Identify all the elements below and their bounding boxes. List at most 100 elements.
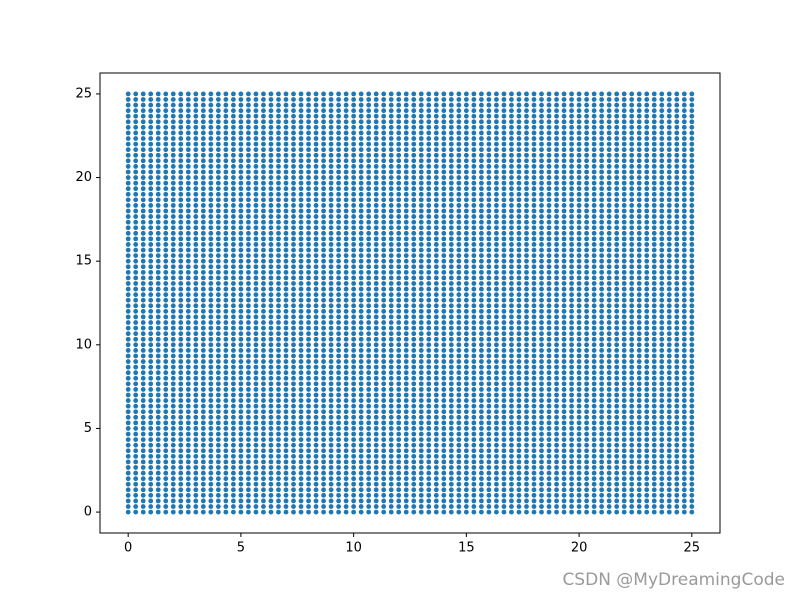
point — [215, 136, 221, 141]
point — [501, 509, 507, 515]
point — [546, 476, 552, 482]
point — [576, 303, 582, 309]
point — [448, 258, 454, 264]
point — [509, 203, 514, 208]
point — [561, 113, 567, 119]
point — [163, 113, 169, 119]
point — [539, 398, 544, 403]
point — [591, 247, 597, 253]
point — [351, 191, 357, 197]
point — [148, 498, 154, 504]
point — [125, 186, 131, 192]
point — [276, 219, 281, 225]
point — [599, 275, 605, 281]
point — [584, 442, 589, 448]
point — [178, 91, 184, 97]
point — [366, 504, 372, 509]
point — [546, 509, 552, 515]
point — [193, 152, 199, 158]
point — [388, 453, 394, 459]
point — [268, 102, 274, 108]
point — [381, 225, 387, 231]
point — [185, 375, 191, 381]
point — [178, 303, 184, 309]
point — [313, 409, 319, 415]
point — [606, 163, 612, 169]
point — [351, 208, 357, 214]
point — [358, 353, 364, 359]
point — [238, 453, 244, 459]
point — [328, 403, 334, 409]
point — [486, 113, 492, 119]
point — [155, 426, 161, 431]
point — [418, 336, 424, 342]
point — [321, 247, 326, 253]
point — [170, 158, 176, 164]
point — [321, 119, 326, 125]
point — [328, 292, 334, 298]
point — [193, 392, 199, 398]
point — [351, 504, 357, 509]
point — [163, 269, 169, 275]
point — [479, 320, 484, 325]
point — [546, 420, 552, 426]
point — [516, 208, 522, 214]
point — [133, 387, 139, 392]
point — [178, 442, 184, 448]
point — [539, 392, 544, 398]
point — [276, 492, 281, 498]
point — [140, 269, 146, 275]
point — [170, 303, 176, 309]
point — [418, 191, 424, 197]
point — [494, 387, 499, 392]
point — [479, 208, 484, 214]
point — [494, 459, 499, 465]
point — [253, 370, 259, 376]
point — [448, 219, 454, 225]
point — [261, 292, 266, 298]
point — [155, 420, 161, 426]
point — [148, 197, 154, 203]
point — [516, 108, 522, 114]
point — [584, 242, 589, 247]
point — [125, 130, 131, 136]
point — [381, 208, 387, 214]
point — [606, 320, 612, 325]
point — [163, 325, 169, 331]
point — [298, 108, 304, 114]
point — [223, 359, 229, 364]
point — [238, 113, 244, 119]
point — [133, 175, 139, 180]
point — [546, 236, 552, 242]
point — [140, 219, 146, 225]
point — [200, 286, 206, 292]
point — [546, 286, 552, 292]
point — [193, 281, 199, 286]
point — [546, 387, 552, 392]
point — [554, 242, 559, 247]
point — [321, 403, 326, 409]
point — [231, 136, 236, 141]
point — [509, 347, 514, 353]
point — [561, 487, 567, 493]
point — [291, 108, 296, 114]
point — [336, 219, 341, 225]
point — [208, 130, 214, 136]
point — [291, 219, 296, 225]
point — [486, 481, 492, 487]
point — [140, 258, 146, 264]
point — [524, 509, 529, 515]
point — [231, 403, 236, 409]
point — [246, 359, 251, 364]
point — [561, 342, 567, 348]
point — [185, 225, 191, 231]
point — [291, 465, 296, 470]
point — [200, 426, 206, 431]
point — [208, 208, 214, 214]
point — [231, 481, 236, 487]
point — [200, 353, 206, 359]
point — [328, 152, 334, 158]
point — [185, 370, 191, 376]
point — [388, 208, 394, 214]
point — [531, 308, 537, 314]
